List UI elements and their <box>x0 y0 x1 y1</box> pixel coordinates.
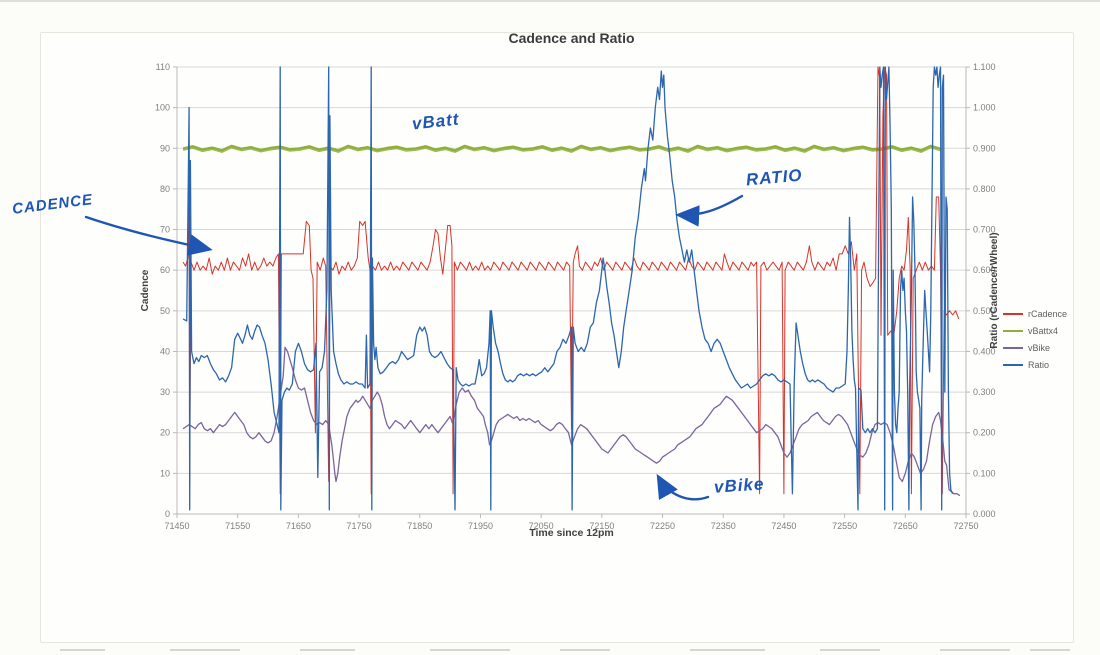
handwritten-arrow-vbike <box>656 473 710 501</box>
svg-text:40: 40 <box>160 346 170 356</box>
svg-text:72350: 72350 <box>711 521 736 531</box>
legend-item-vbattx4: vBattx4 <box>1003 322 1067 339</box>
scan-dash-artifact <box>60 649 105 651</box>
svg-text:0.900: 0.900 <box>973 143 996 153</box>
svg-text:0.600: 0.600 <box>973 265 996 275</box>
svg-text:0.800: 0.800 <box>973 184 996 194</box>
scan-dash-artifact <box>300 649 355 651</box>
svg-text:71950: 71950 <box>468 521 493 531</box>
legend-label: rCadence <box>1028 308 1068 319</box>
series-rcadence <box>182 66 960 495</box>
right-axis-ticks: 0.000 0.100 0.200 0.300 0.400 0.500 0.600 0.700… <box>966 62 996 519</box>
handwritten-arrow-ratio <box>675 194 744 227</box>
svg-text:71550: 71550 <box>225 521 250 531</box>
scan-dash-artifact <box>170 649 240 651</box>
svg-text:0.100: 0.100 <box>973 468 996 478</box>
left-axis-ticks: 0 10 20 30 40 50 60 70 80 90 100 110 <box>155 62 177 519</box>
svg-text:0: 0 <box>165 509 170 519</box>
x-axis-ticks: 71450 71550 71650 71750 71850 71950 72050 72150… <box>164 514 979 531</box>
svg-text:100: 100 <box>155 103 170 113</box>
scan-dash-artifact <box>1030 649 1070 651</box>
svg-text:72050: 72050 <box>529 521 554 531</box>
legend-item-ratio: Ratio <box>1003 356 1067 373</box>
scan-edge-artifact <box>0 0 1100 2</box>
series-lines <box>182 66 961 511</box>
svg-text:50: 50 <box>160 306 170 316</box>
scan-dash-artifact <box>560 649 610 651</box>
svg-text:0.200: 0.200 <box>973 428 996 438</box>
legend-swatch-vbike <box>1003 346 1023 349</box>
svg-text:70: 70 <box>160 225 170 235</box>
left-axis-title: Cadence <box>140 269 151 311</box>
svg-text:0.400: 0.400 <box>973 346 996 356</box>
svg-text:72650: 72650 <box>893 521 918 531</box>
svg-text:71750: 71750 <box>347 521 372 531</box>
series-ratio <box>182 66 954 511</box>
svg-text:0.300: 0.300 <box>973 387 996 397</box>
legend-item-vbike: vBike <box>1003 339 1067 356</box>
gridlines <box>177 66 966 515</box>
scan-dash-artifact <box>940 649 1010 651</box>
legend-label: vBike <box>1028 342 1051 353</box>
legend-label: Ratio <box>1028 359 1050 370</box>
svg-text:72550: 72550 <box>832 521 857 531</box>
chart-title: Cadence and Ratio <box>508 30 635 46</box>
legend-swatch-rcadence <box>1003 312 1023 315</box>
svg-text:30: 30 <box>160 387 170 397</box>
legend-swatch-vbattx4 <box>1003 329 1023 332</box>
scan-dash-artifact <box>820 649 880 651</box>
svg-text:72250: 72250 <box>650 521 675 531</box>
x-axis-title: Time since 12pm <box>529 527 614 539</box>
legend: rCadence vBattx4 vBike Ratio <box>1003 305 1067 373</box>
legend-label: vBattx4 <box>1028 325 1059 336</box>
svg-text:0.500: 0.500 <box>973 306 996 316</box>
svg-text:72150: 72150 <box>589 521 614 531</box>
right-axis-title: Ratio (rCadence/rWheel) <box>989 232 1000 348</box>
svg-text:0.000: 0.000 <box>973 509 996 519</box>
axes <box>176 67 967 515</box>
svg-text:71450: 71450 <box>164 521 189 531</box>
series-vbattx4-fuzz <box>182 146 941 153</box>
svg-text:80: 80 <box>160 184 170 194</box>
svg-text:60: 60 <box>160 265 170 275</box>
svg-text:90: 90 <box>160 143 170 153</box>
handwritten-arrow-cadence <box>84 215 213 256</box>
legend-swatch-ratio <box>1003 363 1023 366</box>
legend-item-rcadence: rCadence <box>1003 305 1067 322</box>
svg-text:71650: 71650 <box>286 521 311 531</box>
svg-text:110: 110 <box>156 62 170 72</box>
scan-dash-artifact <box>690 649 765 651</box>
chart-frame <box>40 32 1074 643</box>
scan-dash-artifact <box>430 649 510 651</box>
svg-text:72750: 72750 <box>953 521 978 531</box>
svg-text:72450: 72450 <box>771 521 796 531</box>
svg-text:20: 20 <box>160 428 170 438</box>
svg-text:1.100: 1.100 <box>973 62 996 72</box>
svg-text:10: 10 <box>160 468 170 478</box>
svg-text:1.000: 1.000 <box>973 103 996 113</box>
svg-text:0.700: 0.700 <box>973 225 996 235</box>
series-vbattx4 <box>182 144 941 152</box>
svg-text:71850: 71850 <box>407 521 432 531</box>
